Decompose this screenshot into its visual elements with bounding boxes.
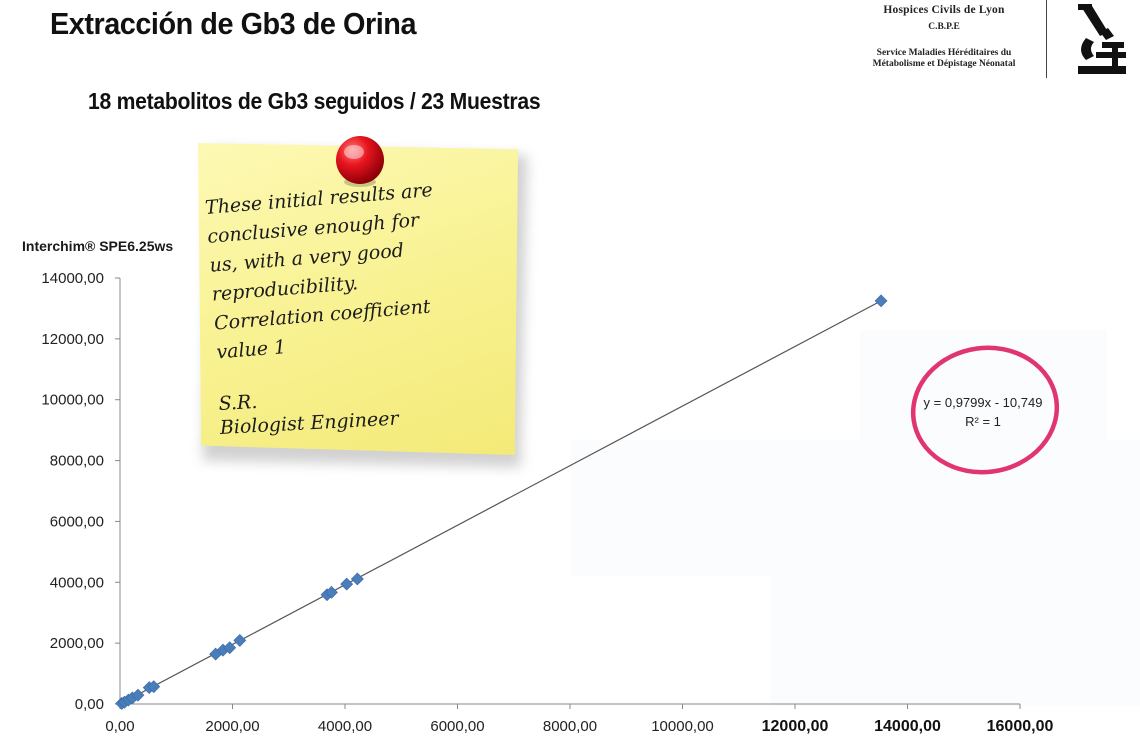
sticky-note: [198, 143, 518, 455]
institution-service-line1: Service Maladies Héréditaires du: [876, 48, 1012, 58]
data-point: [325, 585, 338, 599]
y-tick-label: 12000,00: [41, 331, 104, 348]
institution-service-line2: Métabolisme et Dépistage Néonatal: [872, 59, 1016, 69]
sticky-note-text: These initial results are conclusive eno…: [204, 170, 517, 367]
x-tick-label: 16000,00: [987, 718, 1054, 735]
institution-abbreviation: C.B.P.E: [928, 22, 960, 32]
highlight-circle: [910, 345, 1060, 475]
y-tick-label: 4000,00: [50, 574, 104, 591]
y-axis-label: Interchim® SPE6.25ws: [22, 238, 174, 254]
x-tick-label: 14000,00: [874, 718, 941, 735]
data-point: [874, 294, 888, 308]
trendline-r-squared: R² = 1: [965, 414, 1001, 429]
y-tick-label: 10000,00: [41, 392, 104, 409]
header-divider: [1046, 0, 1047, 78]
x-tick-label: 8000,00: [543, 718, 597, 735]
data-points: [115, 294, 888, 710]
institution-block: Hospices Civils de Lyon C.B.P.E Service …: [845, 4, 1043, 70]
data-point: [147, 680, 161, 694]
x-tick-label: 6000,00: [430, 718, 484, 735]
y-tick-label: 6000,00: [50, 513, 104, 530]
page-title: Extracción de Gb3 de Orina: [50, 6, 417, 41]
trendline: [119, 300, 882, 705]
background-panel: [770, 576, 1140, 706]
data-point: [233, 633, 247, 647]
y-tick-label: 2000,00: [50, 635, 104, 652]
data-point: [340, 577, 354, 591]
x-tick-label: 4000,00: [318, 718, 372, 735]
y-tick-label: 8000,00: [50, 453, 104, 470]
trendline-equation: y = 0,9799x - 10,749: [924, 395, 1043, 410]
y-tick-label: 0,00: [75, 696, 104, 713]
pushpin-icon: [336, 136, 384, 187]
data-point: [350, 572, 364, 586]
page-subtitle: 18 metabolitos de Gb3 seguidos / 23 Mues…: [88, 88, 541, 114]
x-tick-label: 2000,00: [205, 718, 259, 735]
x-tick-label: 0,00: [105, 718, 134, 735]
data-point: [223, 641, 237, 655]
background-panel: [570, 440, 1140, 576]
x-tick-label: 10000,00: [651, 718, 714, 735]
y-tick-label: 14000,00: [41, 270, 104, 287]
tick-labels: 0,00 2000,00 4000,00 6000,00 8000,00 10000,00…: [41, 270, 1053, 735]
institution-service: Service Maladies Héréditaires du Métabol…: [845, 48, 1043, 70]
data-point: [131, 688, 145, 702]
microscope-icon: [1078, 4, 1126, 74]
institution-name: Hospices Civils de Lyon: [883, 4, 1005, 16]
x-tick-label: 12000,00: [762, 718, 829, 735]
